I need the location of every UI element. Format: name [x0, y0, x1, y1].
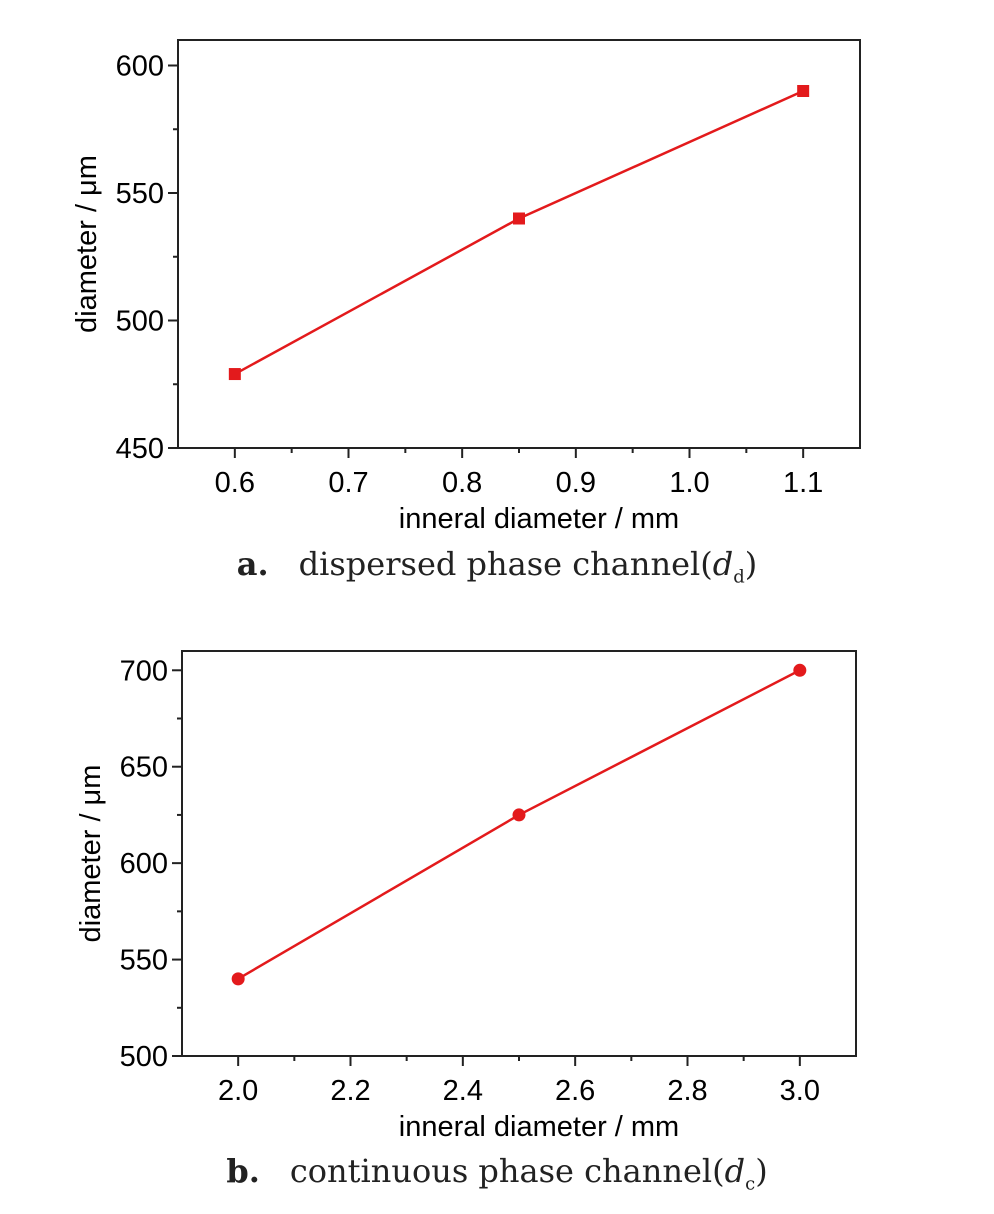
- caption-a: a. dispersed phase channel(dd): [0, 545, 994, 587]
- chart-b-y-axis-title: diameter / μm: [75, 765, 107, 943]
- caption-b-text: continuous phase channel(: [289, 1152, 725, 1190]
- chart-b-data-point: [512, 808, 526, 822]
- chart-b-y-tick-label: 650: [120, 752, 168, 784]
- caption-a-close: ): [744, 545, 758, 583]
- figure-b: 2.0 2.2 2.4 2.6 2.8 3.0 500 550 600 650 700 inneral…: [0, 620, 994, 1214]
- caption-b-var: d: [724, 1152, 746, 1190]
- chart-a-y-tick-label: 450: [116, 433, 164, 465]
- chart-a-data-point: [228, 368, 241, 381]
- chart-b-data-point: [793, 663, 807, 677]
- chart-a-data-point: [797, 85, 810, 97]
- chart-a-data-point: [513, 212, 525, 225]
- chart-b-x-tick-label: 3.0: [780, 1075, 820, 1107]
- chart-a-x-tick-label: 0.6: [215, 467, 255, 499]
- caption-a-var: d: [712, 545, 734, 583]
- figure-a: 0.6 0.7 0.8 0.9 1.0 1.1 450 500 550 600 inneral di…: [0, 0, 994, 600]
- caption-b: b. continuous phase channel(dc): [0, 1152, 994, 1194]
- chart-a-svg: 0.6 0.7 0.8 0.9 1.0 1.1 450 500 550 600 inneral di…: [71, 39, 861, 535]
- chart-a-x-tick-label: 0.7: [328, 467, 368, 499]
- chart-a-series-line: [234, 89, 804, 376]
- caption-b-letter: b.: [226, 1152, 260, 1190]
- chart-a-x-tick-label: 1.0: [669, 467, 709, 499]
- chart-a-y-tick-label: 600: [116, 51, 164, 83]
- chart-a-x-tick-label: 1.1: [783, 467, 823, 499]
- chart-a-x-tick-label: 0.8: [442, 467, 482, 499]
- chart-a-x-tick-label: 0.9: [556, 467, 596, 499]
- caption-b-sub: c: [745, 1173, 756, 1195]
- chart-b-x-axis-title: inneral diameter / mm: [399, 1111, 679, 1140]
- caption-a-sub: d: [733, 566, 745, 588]
- caption-a-text: dispersed phase channel(: [298, 545, 713, 583]
- caption-a-letter: a.: [236, 545, 269, 583]
- chart-b-data-point: [231, 972, 245, 986]
- chart-b-y-tick-label: 600: [120, 848, 168, 880]
- chart-b-y-tick-label: 700: [120, 655, 168, 687]
- chart-b-x-tick-label: 2.0: [218, 1075, 258, 1107]
- chart-a-x-axis-title: inneral diameter / mm: [399, 503, 679, 535]
- chart-a-y-tick-label: 550: [116, 178, 164, 210]
- chart-b-x-tick-label: 2.8: [667, 1075, 707, 1107]
- chart-b-x-tick-label: 2.6: [555, 1075, 595, 1107]
- chart-b-y-tick-label: 500: [120, 1041, 168, 1073]
- chart-b-x-tick-label: 2.4: [443, 1075, 483, 1107]
- chart-b-series-line: [237, 669, 801, 980]
- chart-a-y-tick-label: 500: [116, 306, 164, 338]
- chart-b-svg: 2.0 2.2 2.4 2.6 2.8 3.0 500 550 600 650 700 inneral…: [75, 650, 857, 1140]
- chart-a-y-axis-title: diameter / μm: [71, 155, 103, 333]
- chart-b-y-tick-label: 550: [120, 945, 168, 977]
- caption-b-close: ): [755, 1152, 768, 1190]
- chart-b-plot-frame: [181, 650, 857, 1057]
- chart-b-x-tick-label: 2.2: [330, 1075, 370, 1107]
- chart-a-plot-frame: [177, 39, 861, 449]
